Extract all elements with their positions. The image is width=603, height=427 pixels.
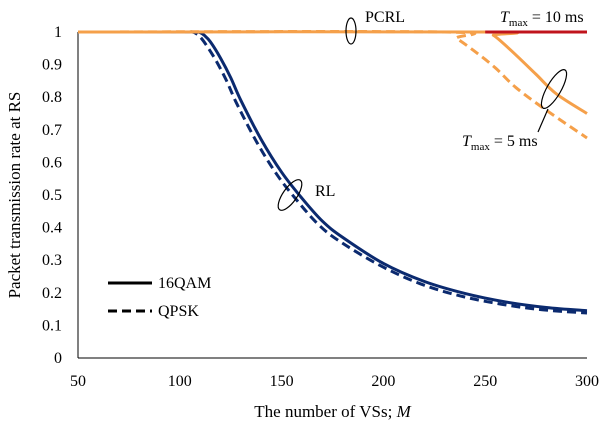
bracket-rl	[277, 179, 303, 211]
tmax-subscript: max	[509, 17, 528, 29]
y-tick-label: 0.8	[42, 89, 62, 106]
annotation-tmax-10: Tmax = 10 ms	[500, 9, 584, 29]
y-tick-label: 0.4	[42, 220, 62, 237]
y-tick-label: 0.7	[42, 122, 62, 139]
annotation-tmax-5: Tmax = 5 ms	[462, 133, 538, 153]
tmax-value: = 5 ms	[490, 133, 538, 150]
series-layer	[77, 30, 588, 315]
annotation-rl: RL	[315, 183, 335, 200]
y-tick-label: 0.3	[42, 252, 62, 269]
x-axis-title-text: The number of VSs;	[254, 402, 396, 421]
tick-labels: 50 100 150 200 250 300 0 0.1 0.2 0.3 0.4 0.5 0.6 0.7 0…	[42, 24, 599, 390]
x-tick-label: 150	[270, 373, 294, 390]
tmax-variable: T	[462, 133, 472, 150]
y-tick-label: 0.6	[42, 154, 62, 171]
x-axis-title-variable: M	[396, 402, 412, 421]
legend: 16QAM QPSK	[108, 275, 211, 320]
x-tick-label: 300	[575, 373, 599, 390]
legend-label-16qam: 16QAM	[158, 275, 211, 292]
y-tick-label: 1	[54, 24, 62, 41]
x-axis-title: The number of VSs; M	[254, 402, 411, 421]
y-tick-label: 0	[54, 350, 62, 367]
series-line-pcrl-qpsk	[77, 30, 588, 140]
y-tick-label: 0.2	[42, 285, 62, 302]
tmax-value: = 10 ms	[528, 9, 584, 26]
annotation-pcrl: PCRL	[365, 9, 405, 26]
axes	[77, 32, 587, 359]
y-tick-label: 0.1	[42, 317, 62, 334]
y-tick-label: 0.9	[42, 57, 62, 74]
y-tick-label: 0.5	[42, 187, 62, 204]
leader-tmax-5	[537, 108, 549, 133]
series-line-pcrl-16qam	[77, 30, 588, 115]
tmax-variable: T	[500, 9, 510, 26]
series-line-rl-16qam	[77, 30, 588, 313]
legend-label-qpsk: QPSK	[158, 303, 199, 320]
x-tick-label: 100	[168, 373, 192, 390]
series-line-rl-qpsk	[77, 30, 588, 315]
bracket-pcrl	[345, 17, 357, 45]
bracket-tmax-5	[540, 69, 568, 109]
x-tick-label: 50	[70, 373, 86, 390]
x-tick-label: 200	[371, 373, 395, 390]
x-tick-label: 250	[473, 373, 497, 390]
tmax-subscript: max	[471, 141, 490, 153]
y-axis-title: Packet transmission rate at RS	[5, 92, 24, 299]
